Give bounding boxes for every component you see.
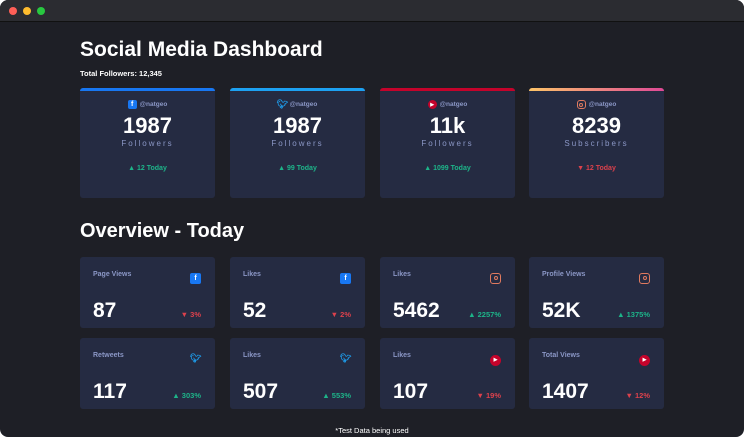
twitter-icon: 🐦︎: [189, 353, 202, 363]
overview-card[interactable]: Likes ▶ 107 ▼ 19%: [380, 338, 515, 409]
handle: ▶ @natgeo: [380, 100, 515, 109]
follower-unit: Followers: [271, 139, 324, 148]
overview-title: Overview - Today: [80, 220, 245, 242]
metric-label: Likes: [393, 352, 411, 359]
metric-label: Likes: [243, 352, 261, 359]
follower-card-facebook[interactable]: f @natgeo 1987 Followers ▲ 12 Today: [80, 88, 215, 198]
metric-change: ▲ 303%: [172, 391, 201, 400]
handle-text: @natgeo: [139, 101, 168, 108]
overview-card[interactable]: Retweets 🐦︎ 117 ▲ 303%: [80, 338, 215, 409]
metric-change: ▼ 12%: [625, 391, 650, 400]
follower-count: 11k: [429, 113, 466, 138]
handle-text: @natgeo: [439, 101, 468, 108]
metric-label: Page Views: [93, 271, 132, 278]
metric-change: ▼ 3%: [180, 310, 201, 319]
follower-card-instagram[interactable]: @natgeo 8239 Subscribers ▼ 12 Today: [529, 88, 664, 198]
overview-card[interactable]: Total Views ▶ 1407 ▼ 12%: [529, 338, 664, 409]
page-title: Social Media Dashboard: [80, 38, 323, 61]
metric-label: Likes: [243, 271, 261, 278]
accent-bar: [529, 88, 664, 91]
metric-value: 5462: [393, 299, 440, 322]
metric-change: ▲ 2257%: [468, 310, 501, 319]
follower-count: 1987: [273, 113, 322, 138]
handle: @natgeo: [529, 100, 664, 109]
accent-bar: [230, 88, 365, 91]
overview-card[interactable]: Likes 5462 ▲ 2257%: [380, 257, 515, 328]
facebook-icon: f: [127, 100, 137, 109]
twitter-icon: 🐦︎: [276, 99, 288, 109]
today-change: ▲ 1099 Today: [424, 165, 471, 172]
youtube-icon: ▶: [639, 354, 650, 366]
follower-count: 8239: [572, 113, 621, 138]
follower-unit: Followers: [121, 139, 174, 148]
today-change: ▲ 99 Today: [278, 165, 317, 172]
metric-value: 52: [243, 299, 267, 322]
footer-note: *Test Data being used: [335, 426, 409, 435]
metric-label: Total Views: [542, 352, 580, 359]
maximize-button[interactable]: [37, 6, 45, 15]
metric-value: 117: [93, 380, 127, 403]
facebook-icon: f: [340, 273, 351, 284]
overview-card[interactable]: Likes f 52 ▼ 2%: [230, 257, 365, 328]
instagram-icon: [576, 100, 586, 109]
metric-value: 52K: [542, 299, 581, 322]
follower-count: 1987: [123, 113, 172, 138]
instagram-icon: [490, 272, 501, 284]
today-change: ▼ 12 Today: [577, 165, 616, 172]
metric-change: ▼ 2%: [330, 310, 351, 319]
overview-card[interactable]: Page Views f 87 ▼ 3%: [80, 257, 215, 328]
title-bar: [0, 0, 744, 22]
twitter-icon: 🐦︎: [339, 353, 352, 363]
follower-unit: Followers: [421, 139, 474, 148]
handle: 🐦︎ @natgeo: [230, 99, 365, 109]
youtube-icon: ▶: [427, 100, 437, 109]
metric-value: 507: [243, 380, 279, 403]
follower-card-youtube[interactable]: ▶ @natgeo 11k Followers ▲ 1099 Today: [380, 88, 515, 198]
overview-card[interactable]: Likes 🐦︎ 507 ▲ 553%: [230, 338, 365, 409]
handle: f @natgeo: [80, 100, 215, 109]
youtube-icon: ▶: [490, 354, 501, 366]
metric-value: 87: [93, 299, 117, 322]
metric-change: ▲ 553%: [322, 391, 351, 400]
close-button[interactable]: [9, 6, 17, 15]
metric-value: 1407: [542, 380, 589, 403]
instagram-icon: [639, 272, 650, 284]
facebook-icon: f: [190, 273, 201, 284]
metric-value: 107: [393, 380, 429, 403]
total-followers: Total Followers: 12,345: [80, 69, 162, 78]
metric-label: Profile Views: [542, 271, 586, 278]
accent-bar: [380, 88, 515, 91]
overview-card[interactable]: Profile Views 52K ▲ 1375%: [529, 257, 664, 328]
today-change: ▲ 12 Today: [128, 165, 167, 172]
metric-change: ▲ 1375%: [617, 310, 650, 319]
follower-card-twitter[interactable]: 🐦︎ @natgeo 1987 Followers ▲ 99 Today: [230, 88, 365, 198]
minimize-button[interactable]: [23, 6, 31, 15]
metric-change: ▼ 19%: [476, 391, 501, 400]
handle-text: @natgeo: [289, 101, 318, 108]
handle-text: @natgeo: [588, 101, 617, 108]
metric-label: Likes: [393, 271, 411, 278]
follower-unit: Subscribers: [564, 139, 629, 148]
metric-label: Retweets: [93, 352, 124, 359]
accent-bar: [80, 88, 215, 91]
